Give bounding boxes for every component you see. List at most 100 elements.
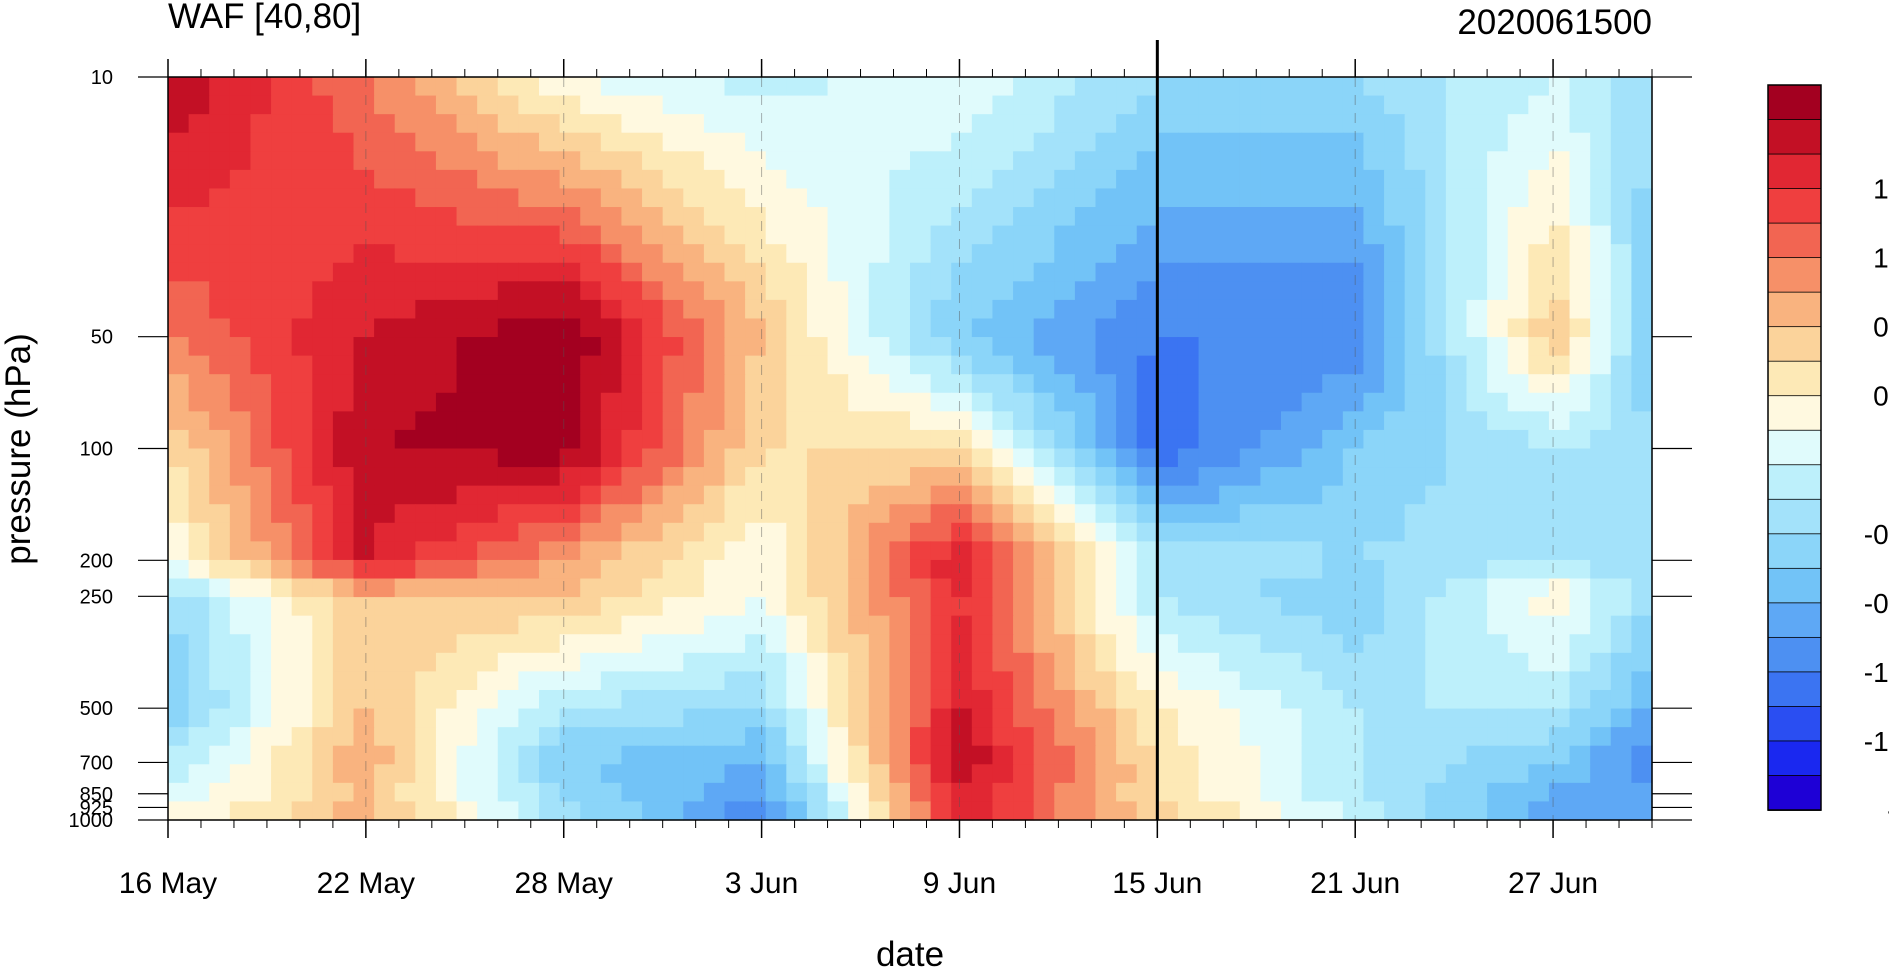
heatmap-cell: [188, 132, 210, 152]
heatmap-cell: [600, 281, 623, 301]
heatmap-cell: [332, 745, 355, 765]
heatmap-cell: [1425, 392, 1447, 412]
heatmap-cell: [1569, 448, 1591, 468]
heatmap-cell: [1487, 559, 1509, 580]
heatmap-cell: [415, 207, 437, 227]
heatmap-cell: [1219, 578, 1241, 598]
heatmap-cell: [1116, 77, 1138, 97]
heatmap-cell: [703, 281, 726, 301]
heatmap-cell: [559, 225, 581, 245]
heatmap-cell: [683, 578, 705, 598]
heatmap-cell: [1219, 132, 1241, 152]
heatmap-cell: [1260, 801, 1282, 821]
heatmap-cell: [1116, 578, 1138, 598]
heatmap-cell: [1013, 337, 1035, 357]
heatmap-cell: [1074, 374, 1097, 394]
heatmap-cell: [1528, 392, 1550, 412]
heatmap-cell: [1487, 671, 1509, 691]
heatmap-cell: [1239, 429, 1261, 450]
heatmap-cell: [662, 132, 684, 152]
heatmap-cell: [703, 299, 726, 320]
heatmap-cell: [1177, 374, 1200, 394]
heatmap-cell: [703, 188, 726, 208]
heatmap-cell: [271, 77, 293, 97]
heatmap-cell: [1033, 485, 1055, 505]
heatmap-cell: [1363, 652, 1385, 672]
heatmap-cell: [1095, 634, 1117, 654]
heatmap-cell: [1054, 559, 1076, 580]
heatmap-cell: [642, 652, 664, 672]
heatmap-cell: [1384, 151, 1406, 171]
heatmap-cell: [353, 745, 375, 765]
heatmap-cell: [1095, 95, 1117, 115]
heatmap-cell: [1116, 299, 1138, 320]
heatmap-cell: [394, 318, 416, 338]
heatmap-cell: [1013, 801, 1035, 821]
heatmap-cell: [1260, 615, 1282, 635]
heatmap-cell: [848, 671, 870, 691]
heatmap-cell: [518, 467, 540, 487]
heatmap-cell: [930, 225, 952, 245]
heatmap-cell: [1404, 727, 1426, 747]
heatmap-cell: [250, 355, 272, 375]
heatmap-cell: [518, 764, 540, 784]
heatmap-cell: [1136, 652, 1158, 672]
heatmap-cell: [1281, 467, 1303, 487]
heatmap-cell: [745, 559, 767, 580]
heatmap-cell: [1198, 801, 1220, 821]
heatmap-cell: [1260, 281, 1282, 301]
heatmap-cell: [806, 485, 829, 505]
heatmap-cell: [1219, 615, 1241, 635]
heatmap-cell: [271, 615, 293, 635]
heatmap-cell: [1445, 77, 1468, 97]
heatmap-cell: [168, 652, 190, 672]
heatmap-cell: [229, 578, 252, 598]
y-tick-label: 10: [91, 67, 113, 89]
heatmap-cell: [209, 392, 231, 412]
heatmap-cell: [765, 689, 787, 710]
heatmap-cell: [291, 764, 313, 784]
heatmap-cell: [1425, 671, 1447, 691]
heatmap-cell: [1384, 207, 1406, 227]
heatmap-cell: [1157, 782, 1179, 803]
heatmap-cell: [971, 244, 994, 264]
heatmap-cell: [1260, 708, 1282, 728]
heatmap-cell: [291, 597, 313, 617]
heatmap-cell: [1033, 281, 1055, 301]
heatmap-cell: [332, 541, 355, 561]
heatmap-cell: [786, 151, 808, 171]
heatmap-cell: [1548, 745, 1571, 765]
heatmap-cell: [1548, 77, 1571, 97]
heatmap-cell: [271, 801, 293, 821]
heatmap-cell: [971, 671, 994, 691]
heatmap-cell: [806, 467, 829, 487]
heatmap-cell: [312, 782, 334, 803]
heatmap-cell: [1610, 151, 1632, 171]
heatmap-cell: [1095, 727, 1117, 747]
heatmap-cell: [703, 392, 726, 412]
heatmap-cell: [188, 541, 210, 561]
heatmap-cell: [394, 244, 416, 264]
heatmap-cell: [992, 504, 1014, 524]
heatmap-cell: [209, 689, 231, 710]
heatmap-cell: [1404, 169, 1426, 190]
heatmap-cell: [703, 225, 726, 245]
heatmap-cell: [1074, 448, 1097, 468]
heatmap-cell: [1404, 652, 1426, 672]
heatmap-cell: [662, 411, 684, 431]
heatmap-cell: [1177, 689, 1200, 710]
heatmap-cell: [539, 374, 561, 394]
heatmap-cell: [1219, 764, 1241, 784]
heatmap-cell: [353, 262, 375, 282]
heatmap-cell: [1260, 727, 1282, 747]
heatmap-cell: [683, 541, 705, 561]
heatmap-cell: [1095, 337, 1117, 357]
heatmap-cell: [1095, 429, 1117, 450]
heatmap-cell: [353, 244, 375, 264]
heatmap-cell: [1507, 318, 1529, 338]
heatmap-cell: [703, 244, 726, 264]
heatmap-cell: [868, 169, 890, 190]
heatmap-cell: [271, 745, 293, 765]
heatmap-cell: [971, 374, 994, 394]
heatmap-cell: [1590, 225, 1612, 245]
